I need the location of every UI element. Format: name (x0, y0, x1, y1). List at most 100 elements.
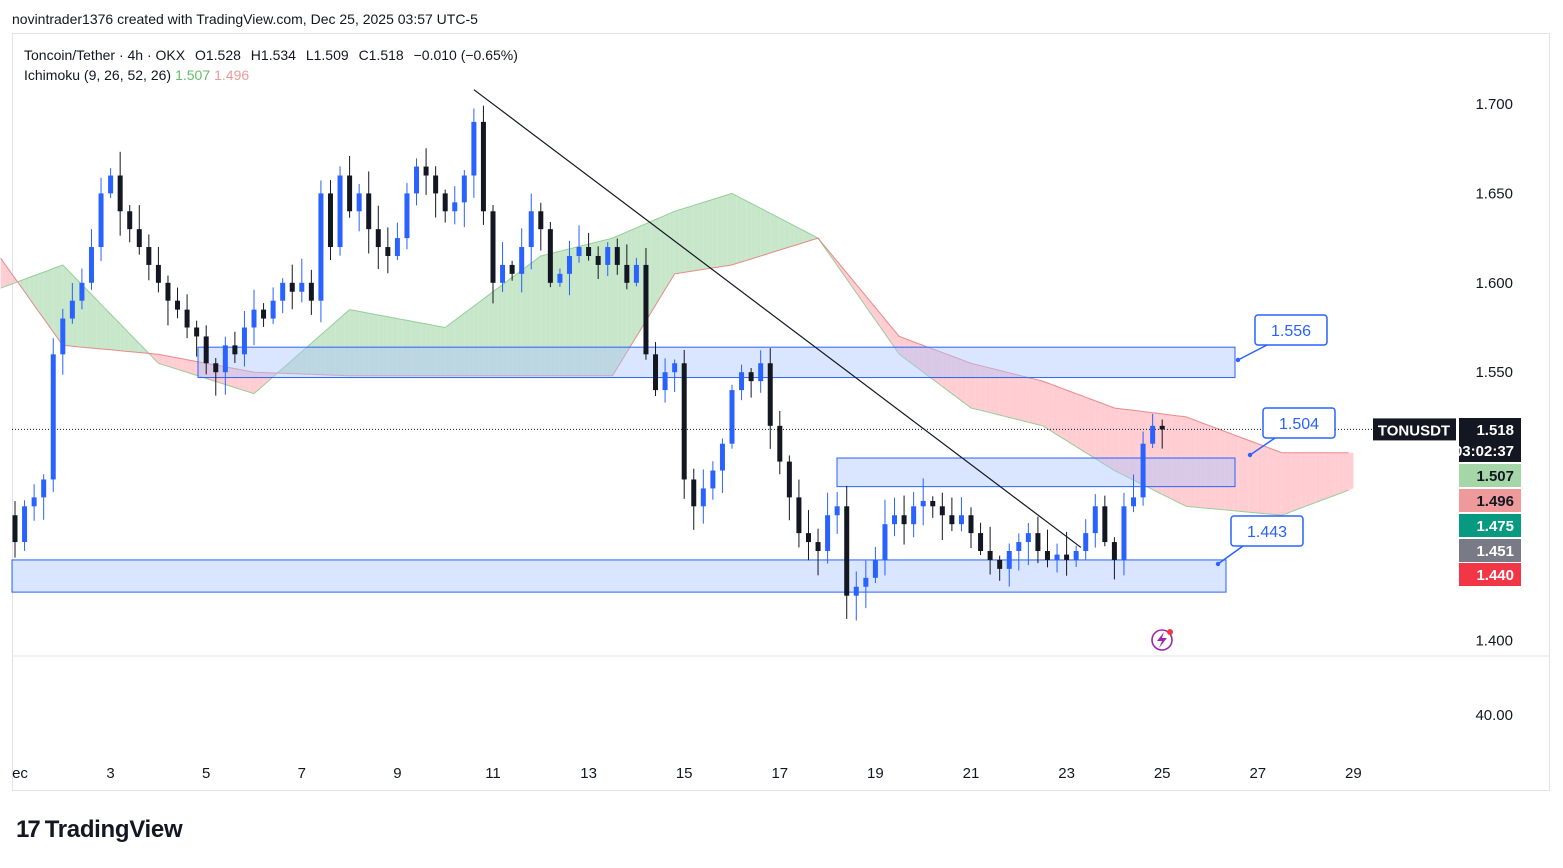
candle-body (681, 363, 687, 480)
candle-body (528, 211, 534, 248)
kumo-bull-segment (297, 351, 302, 374)
kumo-bear-segment (1219, 429, 1225, 510)
candle-body (1035, 533, 1041, 551)
kumo-bear-segment (1334, 452, 1340, 496)
kumo-bear-segment (999, 370, 1005, 417)
candle-body (194, 327, 200, 337)
price-axis-tick: 1.650 (1475, 185, 1513, 202)
kumo-bull-segment (717, 196, 723, 268)
support-resistance-zones (11, 346, 1236, 593)
kumo-bear-segment (971, 363, 976, 410)
kumo-bear-segment (1157, 413, 1163, 495)
kumo-bull-segment (43, 270, 49, 326)
kumo-bear-segment (1181, 416, 1187, 507)
kumo-bear-segment (1061, 388, 1067, 441)
kumo-bull-segment (478, 298, 484, 376)
kumo-bull-segment (598, 240, 603, 376)
tradingview-logo[interactable]: 17 TradingView (16, 816, 183, 844)
candle-body (920, 500, 926, 507)
kumo-bull-segment (679, 208, 685, 274)
kumo-bull-segment (803, 230, 809, 243)
candle-body (385, 247, 391, 256)
kumo-bear-segment (1047, 382, 1053, 432)
kumo-bear-segment (1037, 379, 1043, 426)
kumo-bull-segment (325, 326, 331, 376)
candle-body (1025, 533, 1031, 543)
kumo-bear-segment (1023, 376, 1029, 423)
kumo-bear-segment (1296, 452, 1301, 510)
candle-body (146, 247, 152, 265)
kumo-bear-segment (928, 347, 933, 380)
kumo-bear-segment (1272, 449, 1277, 515)
candle-body (586, 247, 592, 256)
candle-body (911, 506, 917, 525)
candle-body (748, 372, 754, 382)
kumo-bear-segment (1114, 408, 1120, 473)
candle-body (12, 515, 18, 543)
candle-body (60, 318, 66, 355)
kumo-bear-segment (1080, 395, 1086, 453)
price-badge-label: 1.507 (1476, 468, 1514, 485)
kumo-bull-segment (435, 325, 441, 376)
kumo-bear-segment (1028, 377, 1034, 424)
ohlc-line: Toncoin/Tether · 4h · OKX O1.528 H1.534 … (24, 45, 524, 65)
candle-body (872, 559, 878, 578)
candle-body (805, 533, 811, 543)
kumo-bear-segment (158, 354, 164, 365)
kumo-bull-segment (29, 275, 35, 306)
candle-body (261, 309, 267, 319)
kumo-bull-segment (736, 195, 742, 264)
candle-body (213, 363, 219, 373)
low-value: L1.509 (305, 47, 349, 63)
candle-body (1083, 533, 1089, 551)
candle-body (41, 479, 47, 498)
chart-frame[interactable] (12, 33, 1550, 791)
candle-body (299, 282, 305, 292)
candle-body (22, 506, 28, 543)
kumo-bull-segment (665, 213, 670, 290)
kumo-bear-segment (861, 290, 866, 307)
kumo-bull-segment (631, 227, 637, 345)
candle-body (155, 264, 161, 283)
kumo-bear-segment (841, 267, 847, 280)
kumo-bear-segment (1243, 438, 1249, 513)
kumo-bear-segment (1100, 402, 1105, 465)
price-axis-tick: 1.550 (1475, 364, 1513, 381)
candle-body (519, 247, 525, 274)
kumo-bull-segment (741, 198, 747, 262)
candle-body (1131, 497, 1137, 507)
kumo-bull-segment (450, 320, 455, 376)
kumo-bear-segment (851, 278, 857, 293)
tradingview-wordmark: TradingView (44, 816, 183, 843)
kumo-bull-segment (38, 272, 44, 319)
candle-body (356, 193, 362, 212)
kumo-bear-segment (923, 345, 928, 376)
candle-body (136, 229, 142, 248)
candle-body (1006, 551, 1012, 569)
kumo-bull-segment (359, 311, 364, 376)
kumo-bull-segment (421, 323, 427, 376)
candle-body (939, 506, 945, 516)
kumo-bull-segment (464, 309, 470, 376)
kumo-bear-segment (994, 369, 1000, 416)
lower-zone (11, 559, 1227, 593)
kumo-bear-segment (1305, 452, 1311, 507)
symbol-badge (1373, 418, 1456, 441)
price-axis-tick: 1.600 (1475, 275, 1513, 292)
kumo-bull-segment (340, 313, 345, 376)
kumo-bull-segment (732, 193, 737, 265)
kumo-bull-segment (344, 309, 350, 376)
candle-body (710, 470, 716, 489)
kumo-bear-segment (904, 338, 909, 362)
kumo-bear-segment (1267, 447, 1273, 515)
kumo-bear-segment (1090, 399, 1096, 459)
kumo-bear-segment (258, 372, 264, 390)
kumo-bull-segment (650, 219, 656, 314)
candle-body (538, 211, 544, 230)
kumo-bear-segment (1085, 397, 1091, 456)
kumo-bear-segment (1291, 452, 1296, 512)
candle-body (442, 193, 448, 212)
candle-body (175, 300, 181, 310)
kumo-bull-segment (588, 242, 594, 376)
